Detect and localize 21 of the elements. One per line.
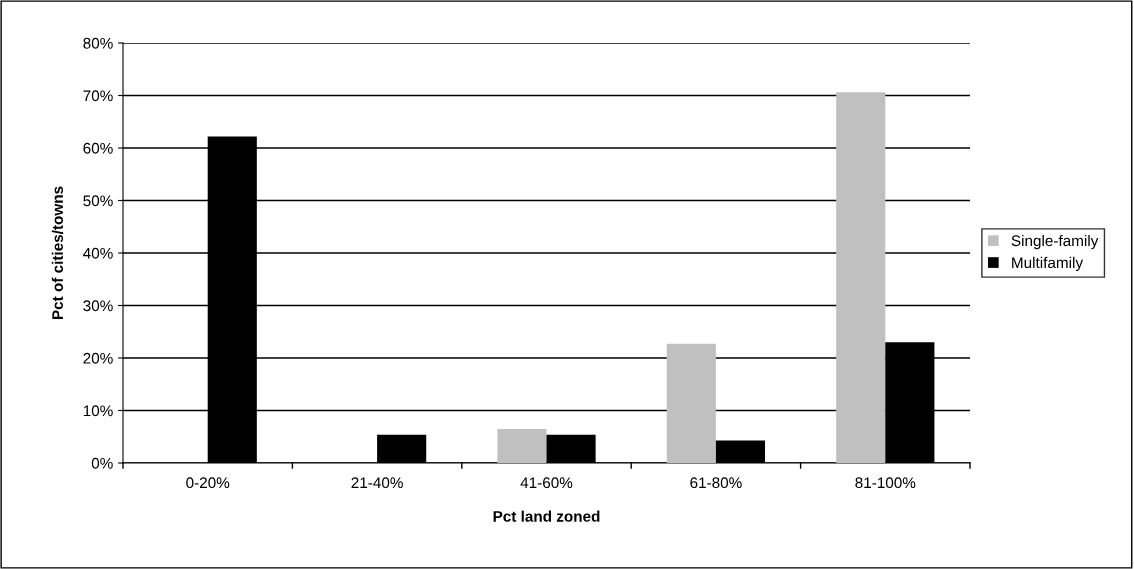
- legend-label: Multifamily: [1012, 256, 1084, 272]
- y-axis-title: Pct of cities/towns: [51, 186, 64, 320]
- bar: [497, 428, 547, 463]
- y-tick-label: 0%: [91, 457, 113, 469]
- bar: [836, 92, 886, 463]
- x-tick-label: 41-60%: [520, 477, 573, 489]
- x-axis-title: Pct land zoned: [493, 510, 600, 522]
- y-tick-label: 40%: [83, 247, 113, 259]
- x-tick-label: 81-100%: [855, 477, 916, 489]
- x-tick-label: 0-20%: [186, 477, 230, 489]
- bar: [666, 343, 716, 463]
- y-tick-label: 50%: [83, 195, 113, 207]
- y-tick-label: 20%: [83, 352, 113, 364]
- legend-label: Single-family: [1011, 234, 1099, 250]
- y-tick-label: 70%: [83, 90, 113, 102]
- x-tick-label: 61-80%: [690, 477, 742, 489]
- y-tick-label: 60%: [83, 142, 113, 154]
- y-tick-label: 30%: [83, 300, 113, 312]
- y-tick-label: 80%: [83, 37, 113, 49]
- y-tick-label: 10%: [83, 405, 113, 417]
- x-tick-label: 21-40%: [351, 477, 403, 489]
